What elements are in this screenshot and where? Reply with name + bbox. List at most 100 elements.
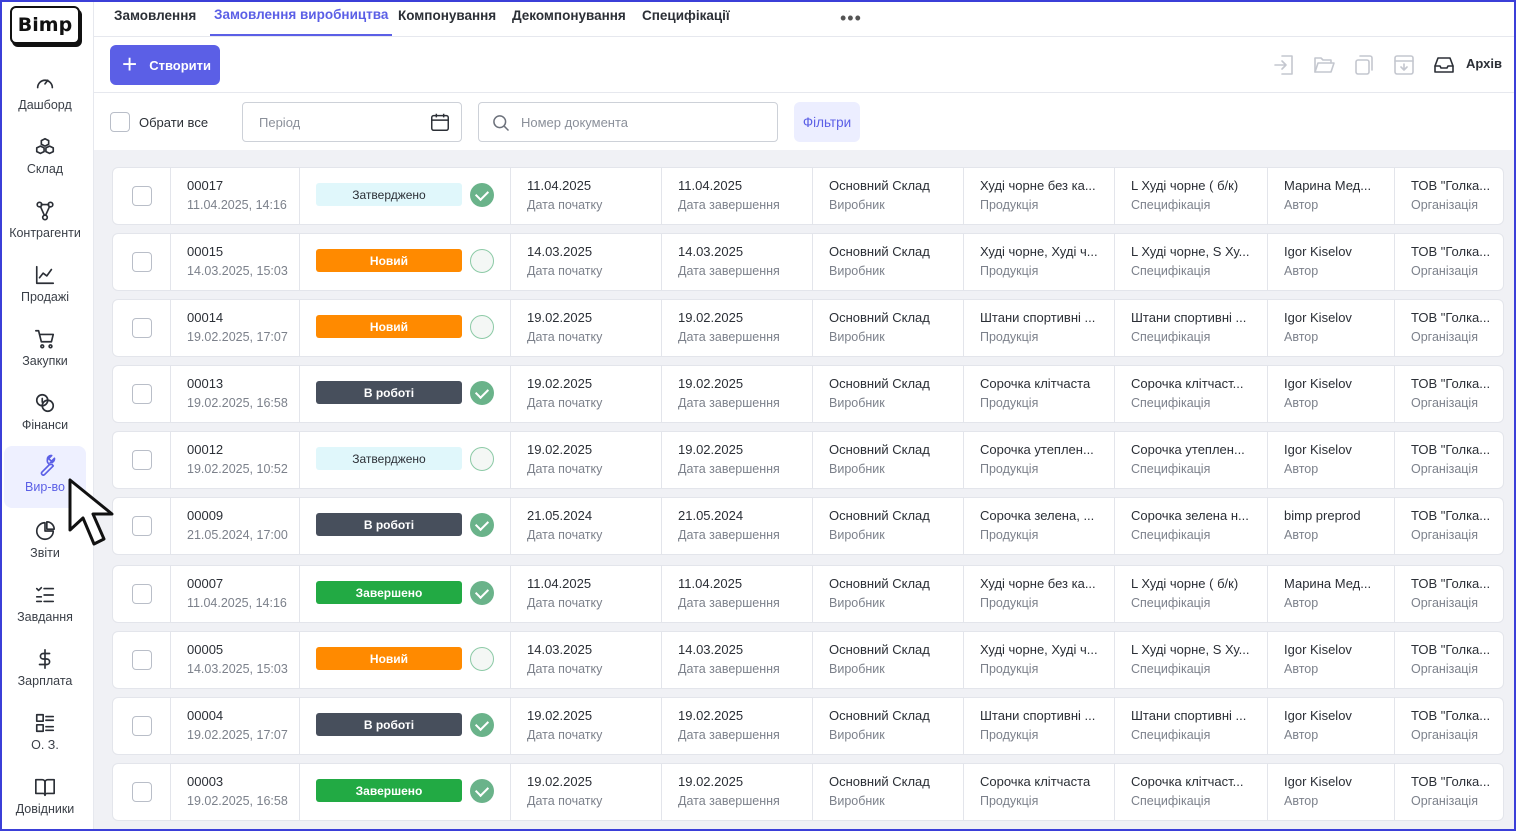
status-badge[interactable]: В роботі [316,513,462,536]
check-circle-icon[interactable] [470,513,494,537]
tab-production-orders[interactable]: Замовлення виробництва [210,2,393,36]
filter-bar: Обрати все Період Номер документа Фільтр… [94,94,1514,150]
row-checkbox[interactable] [132,782,152,802]
row-checkbox[interactable] [132,650,152,670]
period-input[interactable]: Період [242,102,462,142]
archive-down-icon[interactable] [1392,53,1416,77]
product-cell: Худі чорне, Худі ч... Продукція [963,632,1114,688]
sidebar-item-dashboard[interactable]: Дашборд [4,68,86,128]
sidebar-item-warehouse[interactable]: Склад [4,132,86,192]
sidebar-item-purchases[interactable]: Закупки [4,324,86,384]
table-row[interactable]: 00005 14.03.2025, 15:03 Новий 14.03.2025 Дат… [112,631,1504,689]
sidebar-item-fixed-assets[interactable]: О. З. [4,708,86,768]
check-circle-icon[interactable] [470,713,494,737]
table-row[interactable]: 00015 14.03.2025, 15:03 Новий 14.03.2025 Дат… [112,233,1504,291]
create-button[interactable]: + Створити [110,45,220,85]
sidebar-item-label: Вир-во [25,480,65,494]
start-date-cell-label: Дата початку [527,728,603,742]
chart-line-icon [35,265,55,285]
select-all-checkbox[interactable] [110,112,130,132]
document-number-search[interactable]: Номер документа [478,102,778,142]
row-checkbox[interactable] [132,716,152,736]
table-row[interactable]: 00012 19.02.2025, 10:52 Затверджено 19.02.2… [112,431,1504,489]
specification-cell: Штани спортивні ... Специфікація [1114,300,1267,356]
inbox-icon[interactable] [1432,53,1456,77]
check-circle-icon[interactable] [470,647,494,671]
author-cell-value: Igor Kiselov [1284,376,1352,391]
product-cell: Худі чорне без ка... Продукція [963,566,1114,622]
document-number-cell: 00015 14.03.2025, 15:03 [170,234,299,290]
status-badge[interactable]: Новий [316,647,462,670]
row-checkbox[interactable] [132,252,152,272]
status-badge[interactable]: Затверджено [316,183,462,206]
product-cell: Штани спортивні ... Продукція [963,300,1114,356]
product-cell-value: Худі чорне без ка... [980,576,1096,591]
sidebar-item-tasks[interactable]: Завдання [4,580,86,640]
check-circle-icon[interactable] [470,779,494,803]
check-circle-icon[interactable] [470,249,494,273]
table-row[interactable]: 00004 19.02.2025, 17:07 В роботі 19.02.2025… [112,697,1504,755]
table-row[interactable]: 00009 21.05.2024, 17:00 В роботі 21.05.2024… [112,497,1504,555]
sidebar-item-sales[interactable]: Продажі [4,260,86,320]
status-badge[interactable]: Новий [316,315,462,338]
check-circle-icon[interactable] [470,447,494,471]
copy-icon[interactable] [1352,53,1376,77]
start-date-cell: 21.05.2024 Дата початку [510,498,661,554]
archive-button[interactable]: Архів [1466,56,1502,71]
status-badge[interactable]: Новий [316,249,462,272]
specification-cell-label: Специфікація [1131,396,1211,410]
period-placeholder: Період [259,114,301,130]
status-badge[interactable]: Завершено [316,581,462,604]
sidebar-item-label: Зарплата [17,674,73,688]
status-badge[interactable]: Затверджено [316,447,462,470]
sidebar: Bimp Дашборд Склад Контрагенти Продажі З… [2,2,94,829]
select-all-label: Обрати все [139,114,209,130]
row-select-cell [113,698,170,754]
row-checkbox[interactable] [132,318,152,338]
tab-disassembly[interactable]: Декомпонування [512,7,626,23]
start-date-cell-value: 14.03.2025 [527,244,593,259]
table-row[interactable]: 00003 19.02.2025, 16:58 Завершено 19.02.202… [112,763,1504,821]
sidebar-item-production[interactable]: Вир-во [4,446,86,508]
row-checkbox[interactable] [132,384,152,404]
table-row[interactable]: 00013 19.02.2025, 16:58 В роботі 19.02.2025… [112,365,1504,423]
calendar-icon[interactable] [429,111,451,133]
folder-open-icon[interactable] [1312,53,1336,77]
row-checkbox[interactable] [132,516,152,536]
check-circle-icon[interactable] [470,581,494,605]
check-circle-icon[interactable] [470,315,494,339]
sidebar-item-contractors[interactable]: Контрагенти [4,196,86,256]
row-select-cell [113,234,170,290]
check-circle-icon[interactable] [470,381,494,405]
sidebar-item-salary[interactable]: Зарплата [4,644,86,704]
status-badge[interactable]: В роботі [316,381,462,404]
document-number-cell: 00017 11.04.2025, 14:16 [170,168,299,224]
row-checkbox[interactable] [132,186,152,206]
row-checkbox[interactable] [132,584,152,604]
product-cell-value: Худі чорне без ка... [980,178,1096,193]
table-row[interactable]: 00007 11.04.2025, 14:16 Завершено 11.04.202… [112,565,1504,623]
table-row[interactable]: 00017 11.04.2025, 14:16 Затверджено 11.04.2… [112,167,1504,225]
status-badge[interactable]: В роботі [316,713,462,736]
import-icon[interactable] [1272,53,1296,77]
row-checkbox[interactable] [132,450,152,470]
warehouse-cell-value: Основний Склад [829,642,930,657]
tab-assembly[interactable]: Компонування [398,7,497,23]
end-date-cell-value: 19.02.2025 [678,442,744,457]
status-badge[interactable]: Завершено [316,779,462,802]
organization-cell-value: ТОВ "Голка... [1411,642,1491,657]
tab-specifications[interactable]: Специфікації [642,7,730,23]
app-logo[interactable]: Bimp [10,6,80,44]
sidebar-item-finance[interactable]: Фінанси [4,388,86,448]
sidebar-item-reports[interactable]: Звіти [4,516,86,576]
specification-cell: Сорочка зелена н... Специфікація [1114,498,1267,554]
check-circle-icon[interactable] [470,183,494,207]
sidebar-item-references[interactable]: Довідники [4,772,86,831]
table-row[interactable]: 00014 19.02.2025, 17:07 Новий 19.02.2025 Дат… [112,299,1504,357]
select-all[interactable]: Обрати все [110,112,208,132]
end-date-cell-value: 19.02.2025 [678,310,744,325]
status-cell: Новий [299,234,510,290]
more-tabs-icon[interactable]: ••• [840,8,862,28]
filters-button[interactable]: Фільтри [794,102,860,142]
tab-orders[interactable]: Замовлення [114,7,197,23]
